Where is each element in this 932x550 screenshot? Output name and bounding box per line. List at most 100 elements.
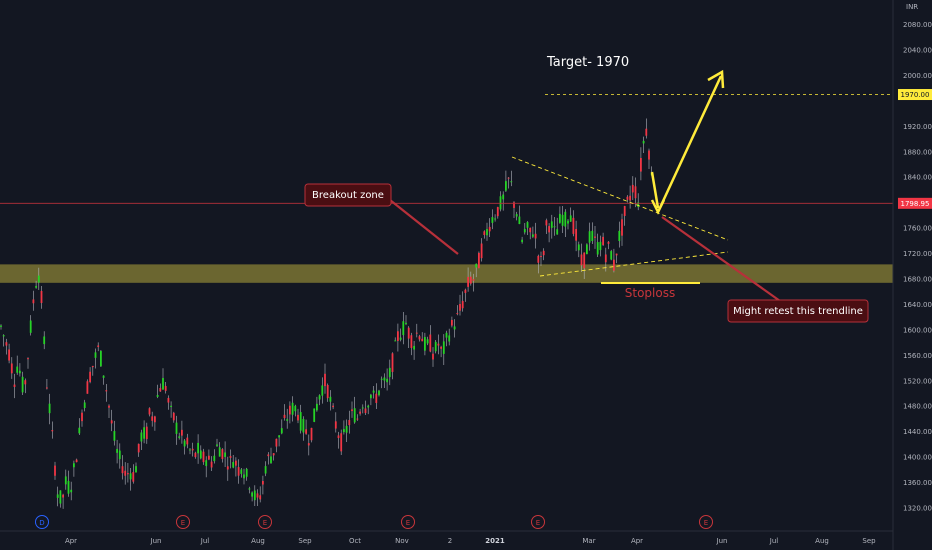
candle-body (634, 186, 637, 199)
candle-body (496, 207, 499, 217)
retest-label: Might retest this trendline (733, 306, 863, 317)
candle-body (329, 396, 332, 402)
candle-body (264, 466, 267, 474)
event-marker-label: E (536, 519, 540, 527)
candle-body (405, 322, 407, 325)
candle-body (116, 448, 118, 453)
candle-body (86, 381, 89, 394)
event-marker[interactable] (531, 515, 545, 529)
candle-body (245, 468, 248, 477)
retest-pointer (661, 216, 781, 302)
support-zone (0, 264, 893, 283)
candle-body (229, 456, 232, 458)
candle-body (548, 226, 550, 233)
candle-body (48, 403, 51, 414)
candle-body (270, 456, 272, 464)
candle-body (259, 495, 262, 500)
candle-body (464, 289, 467, 293)
candle-body (540, 255, 542, 257)
x-tick-label: Oct (349, 537, 361, 545)
candle-body (240, 469, 243, 474)
candle-body (607, 241, 610, 244)
retest-callout-box (727, 299, 869, 323)
candle-body (297, 414, 299, 421)
candle-body (94, 352, 97, 358)
candle-body (310, 427, 313, 441)
candle-body (113, 431, 116, 441)
candle-body (29, 320, 32, 333)
upper-trendline (511, 156, 729, 241)
candle-body (75, 459, 78, 463)
x-axis-ticks[interactable]: Apr Jun Jul Aug Sep Oct Nov 2 2021 Mar Apr Jun Jul Au… (65, 537, 876, 545)
candle-body (434, 341, 437, 352)
candle-body (186, 437, 189, 445)
candle-body (561, 214, 564, 226)
candle-body (510, 181, 513, 183)
candle-body (218, 447, 221, 457)
candle-body (378, 390, 380, 396)
candle-body (67, 480, 70, 494)
event-marker-label: D (39, 519, 44, 527)
candle-body (478, 252, 480, 269)
candle-body (545, 220, 548, 226)
candle-body (235, 460, 237, 466)
y-tick-label: 2040.00 (903, 47, 932, 55)
y-tick-label: 1880.00 (903, 148, 932, 156)
candle-body (248, 488, 251, 490)
event-marker[interactable] (699, 515, 713, 529)
y-tick-label: 1320.00 (903, 505, 932, 513)
candle-body (299, 412, 302, 431)
candle-body (599, 241, 602, 251)
event-marker[interactable] (35, 515, 49, 529)
y-tick-label: 1600.00 (903, 326, 932, 334)
candle-body (262, 480, 264, 485)
candle-body (289, 405, 291, 415)
candle-body (580, 254, 583, 266)
breakout-callout-box (304, 183, 392, 207)
candle-body (154, 416, 156, 423)
candle-body (469, 276, 472, 284)
candle-body (631, 184, 634, 193)
candle-body (321, 385, 324, 396)
candle-body (221, 449, 224, 460)
candle-body (43, 336, 46, 345)
candle-body (424, 336, 426, 351)
candle-body (513, 202, 515, 208)
candle-body (70, 489, 73, 493)
candle-body (27, 358, 29, 360)
x-tick-label: Aug (815, 537, 829, 545)
candle-body (594, 236, 596, 238)
candle-body (313, 408, 316, 422)
y-tick-label: 1360.00 (903, 479, 932, 487)
event-marker[interactable] (401, 515, 415, 529)
candle-body (467, 276, 469, 287)
event-marker[interactable] (176, 515, 190, 529)
y-tick-label: 1560.00 (903, 352, 932, 360)
candle-body (16, 366, 19, 373)
candle-body (370, 394, 372, 399)
candle-body (278, 435, 280, 438)
candle-body (118, 450, 121, 460)
candle-body (145, 426, 148, 440)
x-tick-label: 2 (448, 537, 452, 545)
breakout-label: Breakout zone (312, 190, 384, 201)
y-tick-label: 2000.00 (903, 72, 932, 80)
candle-body (280, 428, 283, 434)
candle-body (64, 476, 67, 485)
candle-body (391, 353, 394, 372)
candle-body (475, 263, 478, 268)
candle-body (588, 231, 591, 243)
y-tick-label: 1920.00 (903, 123, 932, 131)
event-marker[interactable] (258, 515, 272, 529)
candle-body (275, 438, 278, 447)
candle-body (610, 251, 613, 260)
candle-body (445, 332, 448, 338)
candle-body (35, 286, 37, 288)
candles (0, 118, 653, 509)
candle-body (518, 216, 521, 225)
candle-body (451, 319, 453, 326)
candle-body (13, 384, 16, 387)
candle-body (164, 385, 167, 391)
